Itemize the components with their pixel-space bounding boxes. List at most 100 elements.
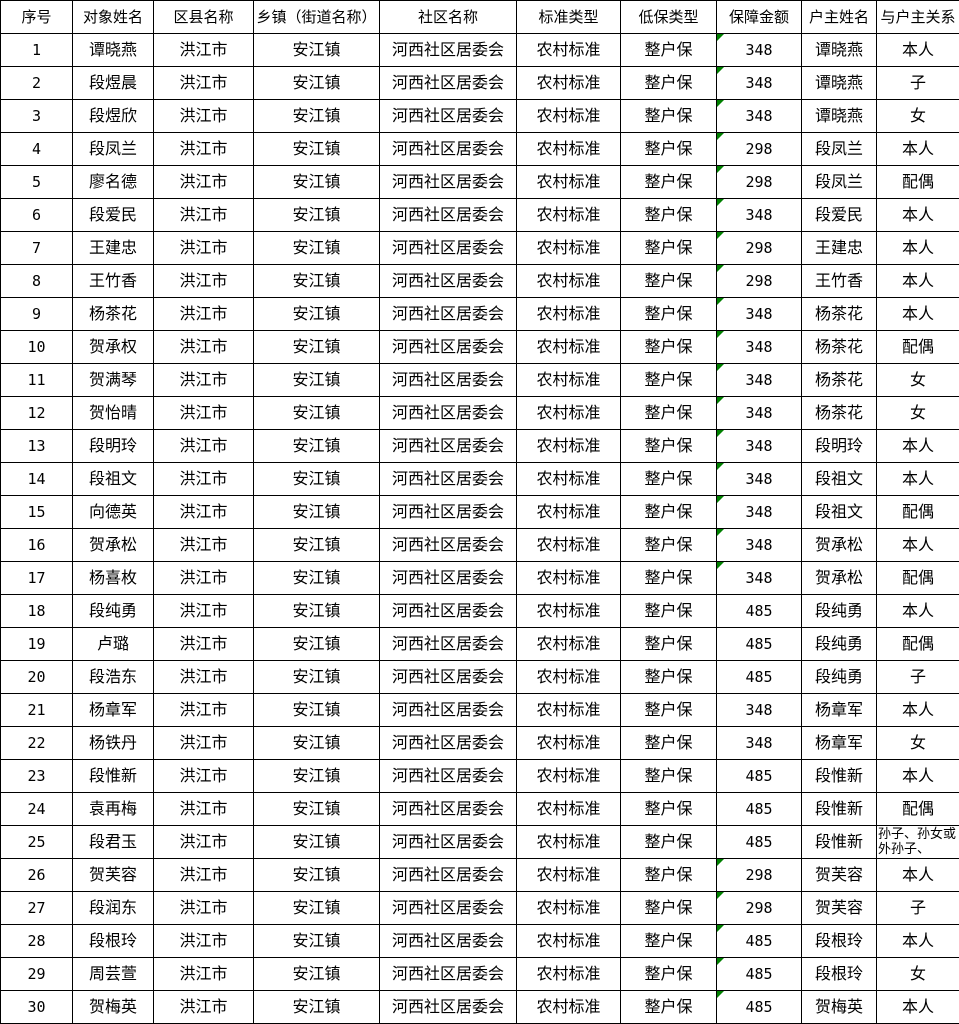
cell-standard-type[interactable]: 农村标准 bbox=[516, 231, 621, 265]
cell-county[interactable]: 洪江市 bbox=[153, 99, 254, 133]
cell-town[interactable]: 安江镇 bbox=[253, 297, 380, 331]
cell-county[interactable]: 洪江市 bbox=[153, 660, 254, 694]
cell-head-name[interactable]: 谭晓燕 bbox=[801, 99, 877, 133]
cell-county[interactable]: 洪江市 bbox=[153, 429, 254, 463]
cell-community[interactable]: 河西社区居委会 bbox=[379, 330, 517, 364]
cell-standard-type[interactable]: 农村标准 bbox=[516, 363, 621, 397]
cell-town[interactable]: 安江镇 bbox=[253, 264, 380, 298]
cell-amount[interactable]: 348 bbox=[716, 495, 802, 529]
cell-serial[interactable]: 2 bbox=[0, 66, 73, 100]
cell-amount[interactable]: 348 bbox=[716, 297, 802, 331]
cell-town[interactable]: 安江镇 bbox=[253, 594, 380, 628]
cell-community[interactable]: 河西社区居委会 bbox=[379, 792, 517, 826]
cell-county[interactable]: 洪江市 bbox=[153, 627, 254, 661]
cell-head-name[interactable]: 段惟新 bbox=[801, 792, 877, 826]
cell-amount[interactable]: 485 bbox=[716, 990, 802, 1024]
cell-relation[interactable]: 配偶 bbox=[876, 330, 959, 364]
cell-town[interactable]: 安江镇 bbox=[253, 561, 380, 595]
cell-person-name[interactable]: 杨章军 bbox=[72, 693, 154, 727]
cell-county[interactable]: 洪江市 bbox=[153, 825, 254, 859]
cell-relation[interactable]: 本人 bbox=[876, 231, 959, 265]
cell-relation[interactable]: 本人 bbox=[876, 297, 959, 331]
header-county[interactable]: 区县名称 bbox=[153, 0, 254, 34]
cell-county[interactable]: 洪江市 bbox=[153, 330, 254, 364]
cell-person-name[interactable]: 王竹香 bbox=[72, 264, 154, 298]
cell-standard-type[interactable]: 农村标准 bbox=[516, 693, 621, 727]
cell-person-name[interactable]: 段煜欣 bbox=[72, 99, 154, 133]
cell-person-name[interactable]: 卢璐 bbox=[72, 627, 154, 661]
cell-head-name[interactable]: 王竹香 bbox=[801, 264, 877, 298]
cell-amount[interactable]: 485 bbox=[716, 660, 802, 694]
cell-benefit-type[interactable]: 整户保 bbox=[620, 99, 717, 133]
cell-head-name[interactable]: 段凤兰 bbox=[801, 132, 877, 166]
cell-community[interactable]: 河西社区居委会 bbox=[379, 759, 517, 793]
cell-community[interactable]: 河西社区居委会 bbox=[379, 627, 517, 661]
cell-head-name[interactable]: 杨茶花 bbox=[801, 330, 877, 364]
cell-person-name[interactable]: 贺满琴 bbox=[72, 363, 154, 397]
cell-head-name[interactable]: 杨章军 bbox=[801, 726, 877, 760]
cell-community[interactable]: 河西社区居委会 bbox=[379, 726, 517, 760]
cell-relation[interactable]: 本人 bbox=[876, 198, 959, 232]
cell-benefit-type[interactable]: 整户保 bbox=[620, 429, 717, 463]
cell-town[interactable]: 安江镇 bbox=[253, 990, 380, 1024]
cell-county[interactable]: 洪江市 bbox=[153, 297, 254, 331]
cell-benefit-type[interactable]: 整户保 bbox=[620, 924, 717, 958]
cell-town[interactable]: 安江镇 bbox=[253, 495, 380, 529]
cell-county[interactable]: 洪江市 bbox=[153, 462, 254, 496]
cell-town[interactable]: 安江镇 bbox=[253, 198, 380, 232]
cell-serial[interactable]: 18 bbox=[0, 594, 73, 628]
header-serial[interactable]: 序号 bbox=[0, 0, 73, 34]
cell-head-name[interactable]: 段纯勇 bbox=[801, 594, 877, 628]
cell-relation[interactable]: 本人 bbox=[876, 594, 959, 628]
cell-benefit-type[interactable]: 整户保 bbox=[620, 990, 717, 1024]
cell-relation[interactable]: 女 bbox=[876, 99, 959, 133]
cell-community[interactable]: 河西社区居委会 bbox=[379, 825, 517, 859]
cell-benefit-type[interactable]: 整户保 bbox=[620, 726, 717, 760]
cell-serial[interactable]: 25 bbox=[0, 825, 73, 859]
cell-person-name[interactable]: 贺芙容 bbox=[72, 858, 154, 892]
cell-community[interactable]: 河西社区居委会 bbox=[379, 165, 517, 199]
cell-standard-type[interactable]: 农村标准 bbox=[516, 561, 621, 595]
cell-serial[interactable]: 30 bbox=[0, 990, 73, 1024]
cell-benefit-type[interactable]: 整户保 bbox=[620, 594, 717, 628]
cell-standard-type[interactable]: 农村标准 bbox=[516, 924, 621, 958]
cell-community[interactable]: 河西社区居委会 bbox=[379, 660, 517, 694]
cell-town[interactable]: 安江镇 bbox=[253, 528, 380, 562]
cell-town[interactable]: 安江镇 bbox=[253, 693, 380, 727]
cell-county[interactable]: 洪江市 bbox=[153, 990, 254, 1024]
cell-amount[interactable]: 348 bbox=[716, 462, 802, 496]
cell-head-name[interactable]: 谭晓燕 bbox=[801, 33, 877, 67]
cell-community[interactable]: 河西社区居委会 bbox=[379, 891, 517, 925]
cell-serial[interactable]: 11 bbox=[0, 363, 73, 397]
cell-relation[interactable]: 孙子、孙女或外孙子、 bbox=[876, 825, 959, 859]
cell-benefit-type[interactable]: 整户保 bbox=[620, 693, 717, 727]
cell-relation[interactable]: 本人 bbox=[876, 759, 959, 793]
cell-benefit-type[interactable]: 整户保 bbox=[620, 891, 717, 925]
cell-head-name[interactable]: 贺承松 bbox=[801, 528, 877, 562]
cell-community[interactable]: 河西社区居委会 bbox=[379, 462, 517, 496]
cell-head-name[interactable]: 贺芙容 bbox=[801, 891, 877, 925]
cell-person-name[interactable]: 袁再梅 bbox=[72, 792, 154, 826]
cell-standard-type[interactable]: 农村标准 bbox=[516, 528, 621, 562]
cell-standard-type[interactable]: 农村标准 bbox=[516, 957, 621, 991]
cell-serial[interactable]: 6 bbox=[0, 198, 73, 232]
cell-relation[interactable]: 配偶 bbox=[876, 792, 959, 826]
header-benefit-type[interactable]: 低保类型 bbox=[620, 0, 717, 34]
cell-serial[interactable]: 19 bbox=[0, 627, 73, 661]
cell-town[interactable]: 安江镇 bbox=[253, 825, 380, 859]
cell-head-name[interactable]: 段祖文 bbox=[801, 495, 877, 529]
cell-standard-type[interactable]: 农村标准 bbox=[516, 66, 621, 100]
cell-benefit-type[interactable]: 整户保 bbox=[620, 363, 717, 397]
cell-town[interactable]: 安江镇 bbox=[253, 66, 380, 100]
cell-relation[interactable]: 本人 bbox=[876, 528, 959, 562]
cell-amount[interactable]: 298 bbox=[716, 858, 802, 892]
cell-town[interactable]: 安江镇 bbox=[253, 165, 380, 199]
cell-serial[interactable]: 27 bbox=[0, 891, 73, 925]
cell-community[interactable]: 河西社区居委会 bbox=[379, 495, 517, 529]
cell-benefit-type[interactable]: 整户保 bbox=[620, 297, 717, 331]
cell-benefit-type[interactable]: 整户保 bbox=[620, 198, 717, 232]
cell-amount[interactable]: 298 bbox=[716, 264, 802, 298]
cell-community[interactable]: 河西社区居委会 bbox=[379, 528, 517, 562]
cell-head-name[interactable]: 贺梅英 bbox=[801, 990, 877, 1024]
cell-amount[interactable]: 348 bbox=[716, 198, 802, 232]
